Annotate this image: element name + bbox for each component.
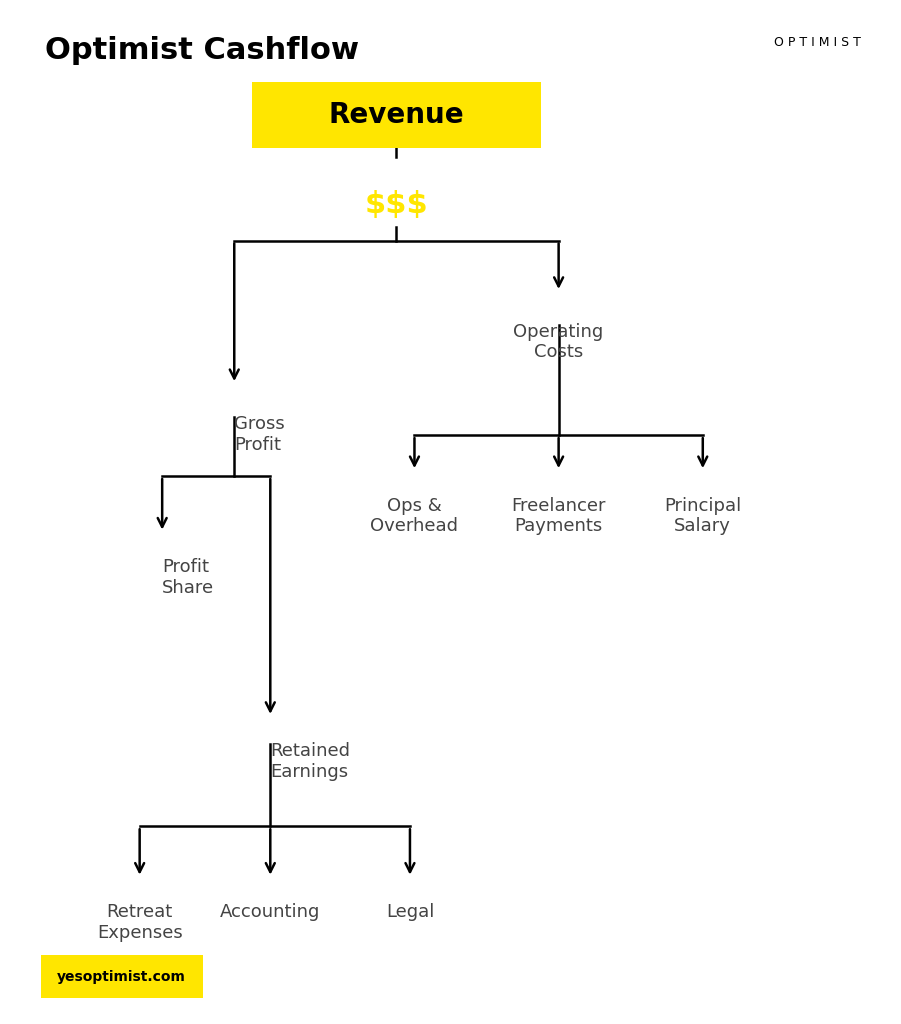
Text: Optimist Cashflow: Optimist Cashflow [45,36,359,65]
FancyBboxPatch shape [41,955,203,998]
FancyBboxPatch shape [252,82,541,148]
Text: Retreat
Expenses: Retreat Expenses [96,903,183,942]
Text: Ops &
Overhead: Ops & Overhead [370,497,459,536]
Text: Accounting: Accounting [220,903,321,922]
Text: Gross
Profit: Gross Profit [234,415,285,454]
Text: Profit
Share: Profit Share [162,558,214,597]
Text: $$$: $$$ [365,190,428,219]
Text: Operating
Costs: Operating Costs [514,323,604,361]
Text: Retained
Earnings: Retained Earnings [270,742,350,781]
Text: Principal
Salary: Principal Salary [664,497,742,536]
Text: Freelancer
Payments: Freelancer Payments [512,497,605,536]
Text: Legal: Legal [386,903,434,922]
Text: yesoptimist.com: yesoptimist.com [57,970,187,984]
Text: Revenue: Revenue [329,101,464,129]
Text: O P T I M I S T: O P T I M I S T [774,36,860,49]
